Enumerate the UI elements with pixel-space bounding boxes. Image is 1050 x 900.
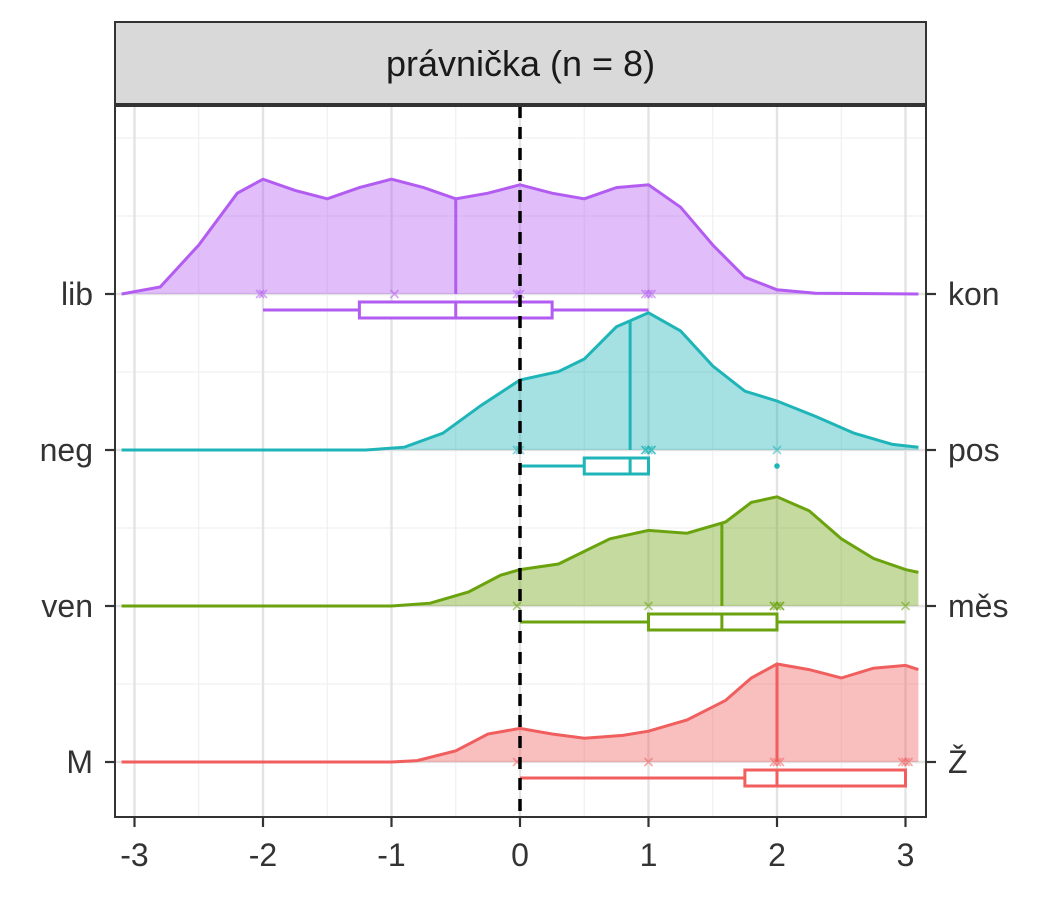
facet-strip: [114, 21, 927, 105]
data-point: [897, 757, 908, 767]
density-line: [121, 311, 919, 452]
data-point: [643, 289, 654, 299]
x-tick-label: 3: [897, 837, 915, 873]
data-point: [515, 289, 525, 299]
x-tick-label: -1: [377, 837, 405, 873]
data-point: [900, 601, 911, 611]
box: [647, 612, 779, 632]
series-ven: [121, 495, 919, 632]
data-point: [772, 757, 782, 767]
y-label-left: neg: [40, 432, 93, 468]
y-label-right: měs: [948, 588, 1008, 624]
density-line: [121, 495, 919, 608]
data-point: [640, 445, 651, 455]
data-point: [900, 757, 911, 767]
y-label-right: kon: [948, 276, 1000, 312]
x-tick-label: 1: [640, 837, 658, 873]
x-tick-label: 2: [768, 837, 786, 873]
density-line: [121, 177, 919, 296]
data-point: [643, 445, 654, 455]
axis-layer: lib kon neg pos ven měs M Ž -3 -2 -1 0 1 2 3: [40, 276, 1009, 873]
x-tick-label: -3: [120, 837, 148, 873]
data-point: [389, 289, 400, 299]
data-point: [769, 601, 779, 611]
y-label-left: ven: [41, 588, 93, 624]
x-tick-label: -2: [249, 837, 277, 873]
x-tick-label: 0: [511, 837, 529, 873]
y-label-right: Ž: [948, 744, 968, 780]
series-M: [121, 662, 919, 788]
data-point: [255, 289, 265, 299]
facet-title: právnička (n = 8): [386, 43, 655, 84]
data-point: [643, 757, 654, 767]
y-label-left: lib: [61, 276, 93, 312]
data-point: [640, 289, 651, 299]
outlier-point: [774, 463, 780, 469]
box: [582, 456, 650, 476]
density-area: [121, 664, 919, 762]
data-point: [769, 757, 779, 767]
data-point: [258, 289, 268, 299]
data-point: [772, 445, 782, 455]
box: [743, 768, 907, 788]
data-point: [772, 601, 782, 611]
y-label-right: pos: [948, 432, 1000, 468]
data-point: [512, 601, 522, 611]
data-point: [643, 601, 654, 611]
y-label-left: M: [66, 744, 93, 780]
density-line: [121, 662, 919, 764]
